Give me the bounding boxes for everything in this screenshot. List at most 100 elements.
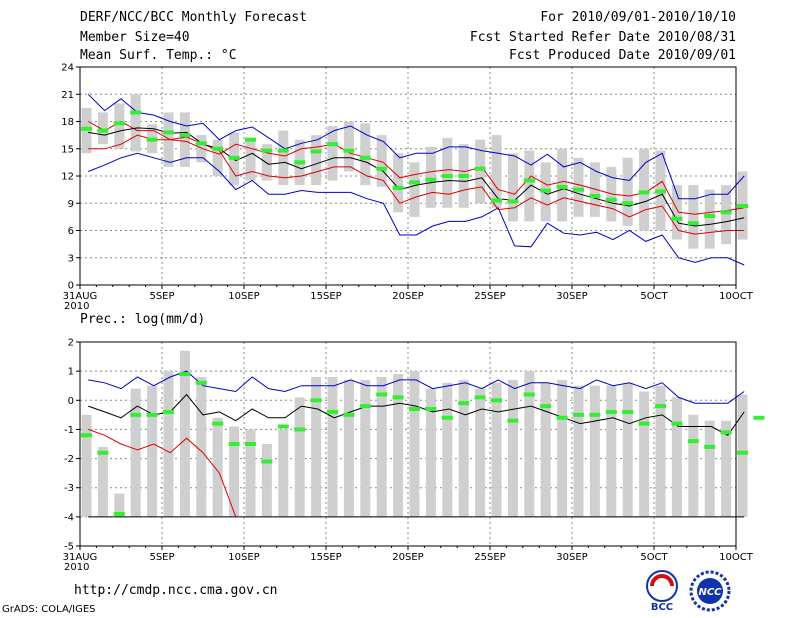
prec-observed-marker [589,412,601,417]
temp-range-bar [343,121,354,172]
prec-lower-spread-line [88,428,237,518]
prec-y-tick-label: 2 [68,338,74,349]
temp-observed-marker [409,180,420,185]
temp-range-bar [360,123,371,186]
prec-observed-marker [376,392,388,397]
ncc-logo-ring [689,570,731,612]
prec-range-bar [655,385,666,517]
prec-observed-marker [113,511,125,516]
prec-observed-marker [441,415,453,420]
temp-range-bar [704,189,715,249]
prec-y-tick-label: -5 [64,542,74,553]
prec-range-bar [425,388,436,517]
ncc-logo: NCC [689,570,731,612]
temp-observed-marker [622,201,634,206]
prec-observed-marker [130,412,142,417]
temp-observed-marker [376,166,388,171]
ncc-logo-label: NCC [698,587,722,598]
prec-observed-marker [687,439,699,444]
temp-ensemble-max-line [87,93,745,200]
prec-y-tick-label: -2 [64,454,74,465]
temp-observed-marker [146,137,158,142]
temp-range-bar [671,185,682,240]
prec-y-tick-label: -4 [64,512,74,523]
prec-observed-marker [97,450,109,455]
prec-observed-marker [737,450,748,455]
temp-range-bar [425,146,436,208]
prec-range-bar [393,374,404,517]
temp-range-bar [376,135,387,187]
prec-range-bar [179,350,190,517]
prec-observed-marker [179,372,191,377]
prec-observed-marker [671,421,683,426]
temp-range-bar [442,137,453,208]
prec-range-bar [114,493,125,517]
temp-range-bar [311,135,322,186]
precip-title: Prec.: log(mm/d) [80,312,205,327]
prec-year-label: 2010 [64,562,89,573]
temp-observed-marker [737,203,748,208]
temp-observed-marker [163,130,174,135]
temp-y-tick-label: 12 [61,172,74,183]
prec-range-bar [229,426,240,517]
temp-observed-marker [540,188,552,193]
prec-observed-marker [228,442,240,446]
prec-x-tick-label: 30SEP [556,552,587,563]
prec-x-tick-label: 5SEP [149,552,174,563]
prec-observed-marker [704,444,716,449]
prec-range-bar [475,388,486,517]
prec-observed-marker [359,404,371,409]
temp-observed-marker [556,184,568,189]
temp-observed-marker [491,198,502,203]
prec-range-bar [524,371,535,517]
prec-range-bar [557,379,568,517]
prec-range-bar [261,444,272,517]
temp-observed-marker [113,121,125,126]
prec-observed-marker [622,409,634,414]
prec-x-tick-label: 31AUG [63,552,98,563]
bcc-logo-swirl [650,574,674,587]
temp-y-tick-label: 0 [68,281,74,292]
prec-y-tick-label: 1 [68,367,74,378]
fcst-started-date: Fcst Started Refer Date 2010/08/31 [469,30,736,45]
temp-x-tick-label: 30SEP [556,291,587,302]
prec-range-bar [327,376,338,517]
temp-y-tick-label: 18 [61,117,74,128]
temp-observed-marker [294,160,306,165]
temp-observed-marker [228,155,240,160]
bcc-logo: BCC [646,570,678,612]
temp-range-bar [622,157,633,226]
temp-observed-marker [97,128,109,133]
temp-range-bar [721,185,732,245]
temp-observed-marker [507,199,519,204]
temp-observed-marker [441,174,453,178]
prec-range-bar [606,385,617,517]
prec-range-bar [721,420,732,517]
prec-range-bar [245,429,256,517]
prec-observed-marker [507,418,519,423]
prec-observed-marker [491,398,502,403]
temp-observed-marker [425,177,437,182]
temp-x-tick-label: 5OCT [640,291,668,302]
temp-y-tick-label: 21 [61,90,74,101]
prec-range-bar [671,397,682,517]
prec-observed-marker [655,404,666,409]
prec-observed-marker [261,459,273,464]
prec-observed-marker [753,415,765,420]
prec-observed-marker [294,427,306,432]
temp-range-bar [97,112,108,145]
temp-observed-marker [720,210,732,215]
temp-observed-marker [359,155,371,160]
prec-range-bar [196,376,207,517]
prec-observed-marker [409,407,420,412]
temp-observed-marker [671,216,683,221]
prec-observed-marker [343,412,355,417]
temp-ensemble-mean-line [88,127,745,227]
temp-observed-marker [704,213,716,218]
temp-observed-marker [605,197,617,202]
prec-observed-marker [425,407,437,412]
temp-observed-marker [523,178,535,183]
prec-observed-marker [310,398,322,403]
prec-observed-marker [638,421,650,426]
prec-range-bar [278,429,289,517]
